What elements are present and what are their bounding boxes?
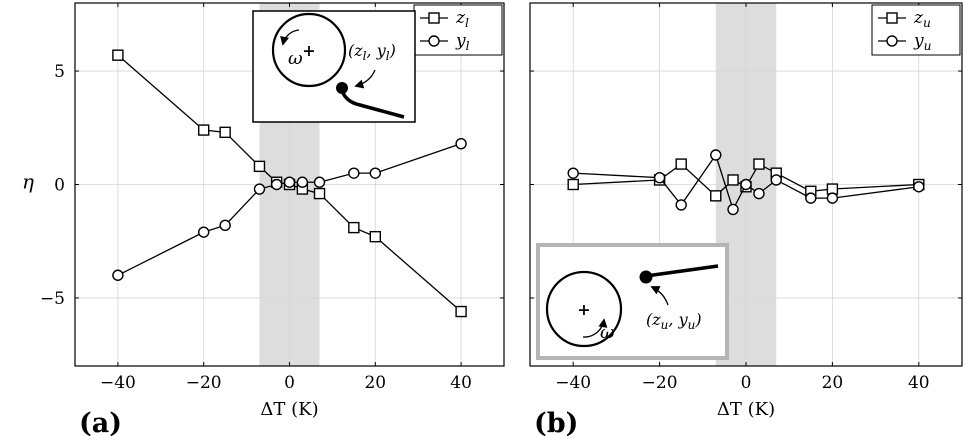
data-point <box>753 187 765 200</box>
data-point <box>296 176 309 188</box>
data-point <box>567 167 579 179</box>
point-label: (zl, yl) <box>348 41 396 63</box>
inset-diagram: + ω (zu, yu) <box>536 243 729 360</box>
data-point <box>253 183 266 195</box>
contact-line <box>645 264 719 278</box>
data-point <box>567 178 579 191</box>
y-tick-label: 5 <box>54 62 65 82</box>
center-mark: + <box>577 300 590 319</box>
legend-label: yu <box>913 31 932 53</box>
x-tick-label: −40 <box>555 373 591 393</box>
x-tick-label: 40 <box>908 373 930 393</box>
legend-swatch-marker <box>428 35 440 47</box>
x-tick-label: −20 <box>642 373 678 393</box>
omega-label: ω <box>600 322 615 343</box>
data-point <box>253 160 266 173</box>
data-point <box>455 137 467 150</box>
omega-label: ω <box>288 48 303 69</box>
inset-box <box>536 243 729 360</box>
data-point <box>710 149 722 161</box>
legend-swatch-marker <box>886 35 898 47</box>
inset-diagram: +ω (zl, yl) <box>252 10 416 123</box>
data-point <box>913 181 925 193</box>
legend-swatch-marker <box>428 12 440 24</box>
data-point <box>369 230 381 243</box>
rotation-arrow <box>582 318 608 338</box>
data-point <box>455 305 467 318</box>
legend-swatch-marker <box>886 12 898 24</box>
contact-point <box>336 82 348 94</box>
data-point <box>197 226 210 238</box>
series-y-u <box>567 149 925 216</box>
point-label: (zu, yu) <box>646 310 702 332</box>
data-point <box>348 221 360 234</box>
data-point <box>219 219 231 232</box>
data-point <box>313 176 326 188</box>
data-point <box>270 178 283 191</box>
rotor-circle <box>271 12 347 88</box>
x-tick-label: −40 <box>100 373 136 393</box>
data-point <box>753 158 765 170</box>
center-mark: + <box>302 41 315 60</box>
plot-frame <box>74 2 505 367</box>
x-tick-label: 20 <box>364 373 386 393</box>
data-point <box>348 167 360 179</box>
data-point <box>112 49 124 61</box>
panel-label: (a) <box>79 408 122 436</box>
data-point <box>313 187 326 200</box>
data-point <box>653 171 666 184</box>
x-tick-label: 40 <box>450 373 472 393</box>
data-point <box>740 178 752 191</box>
rotation-arrow <box>280 29 300 46</box>
pointer-arrow <box>650 286 669 306</box>
data-point <box>112 269 124 281</box>
legend-label: zl <box>455 8 469 30</box>
data-point <box>283 176 296 188</box>
y-axis-label: η <box>22 170 34 194</box>
data-point <box>675 158 687 170</box>
x-tick-label: 0 <box>284 373 295 393</box>
y-tick-label: −5 <box>40 289 65 309</box>
x-tick-label: 20 <box>822 373 844 393</box>
x-axis-label: ΔT (K) <box>260 399 318 420</box>
contact-point <box>639 270 653 284</box>
plot-frame <box>529 2 963 367</box>
x-tick-label: −20 <box>186 373 222 393</box>
data-point <box>727 174 739 186</box>
data-point <box>826 192 839 204</box>
x-axis-label: ΔT (K) <box>717 399 775 420</box>
rotor-circle <box>545 270 623 348</box>
pointer-arrow <box>354 69 376 89</box>
data-point <box>675 199 687 211</box>
y-tick-label: 0 <box>54 176 65 196</box>
data-point <box>770 174 782 186</box>
data-point <box>727 203 739 216</box>
legend-label: zu <box>913 8 931 30</box>
x-tick-label: 0 <box>741 373 752 393</box>
data-point <box>805 192 817 204</box>
data-point <box>197 124 210 136</box>
panel-label: (b) <box>534 408 578 436</box>
series-y-l <box>112 137 467 281</box>
data-point <box>219 126 231 139</box>
data-point <box>710 190 722 202</box>
data-point <box>369 167 381 179</box>
legend-label: yl <box>455 31 470 53</box>
